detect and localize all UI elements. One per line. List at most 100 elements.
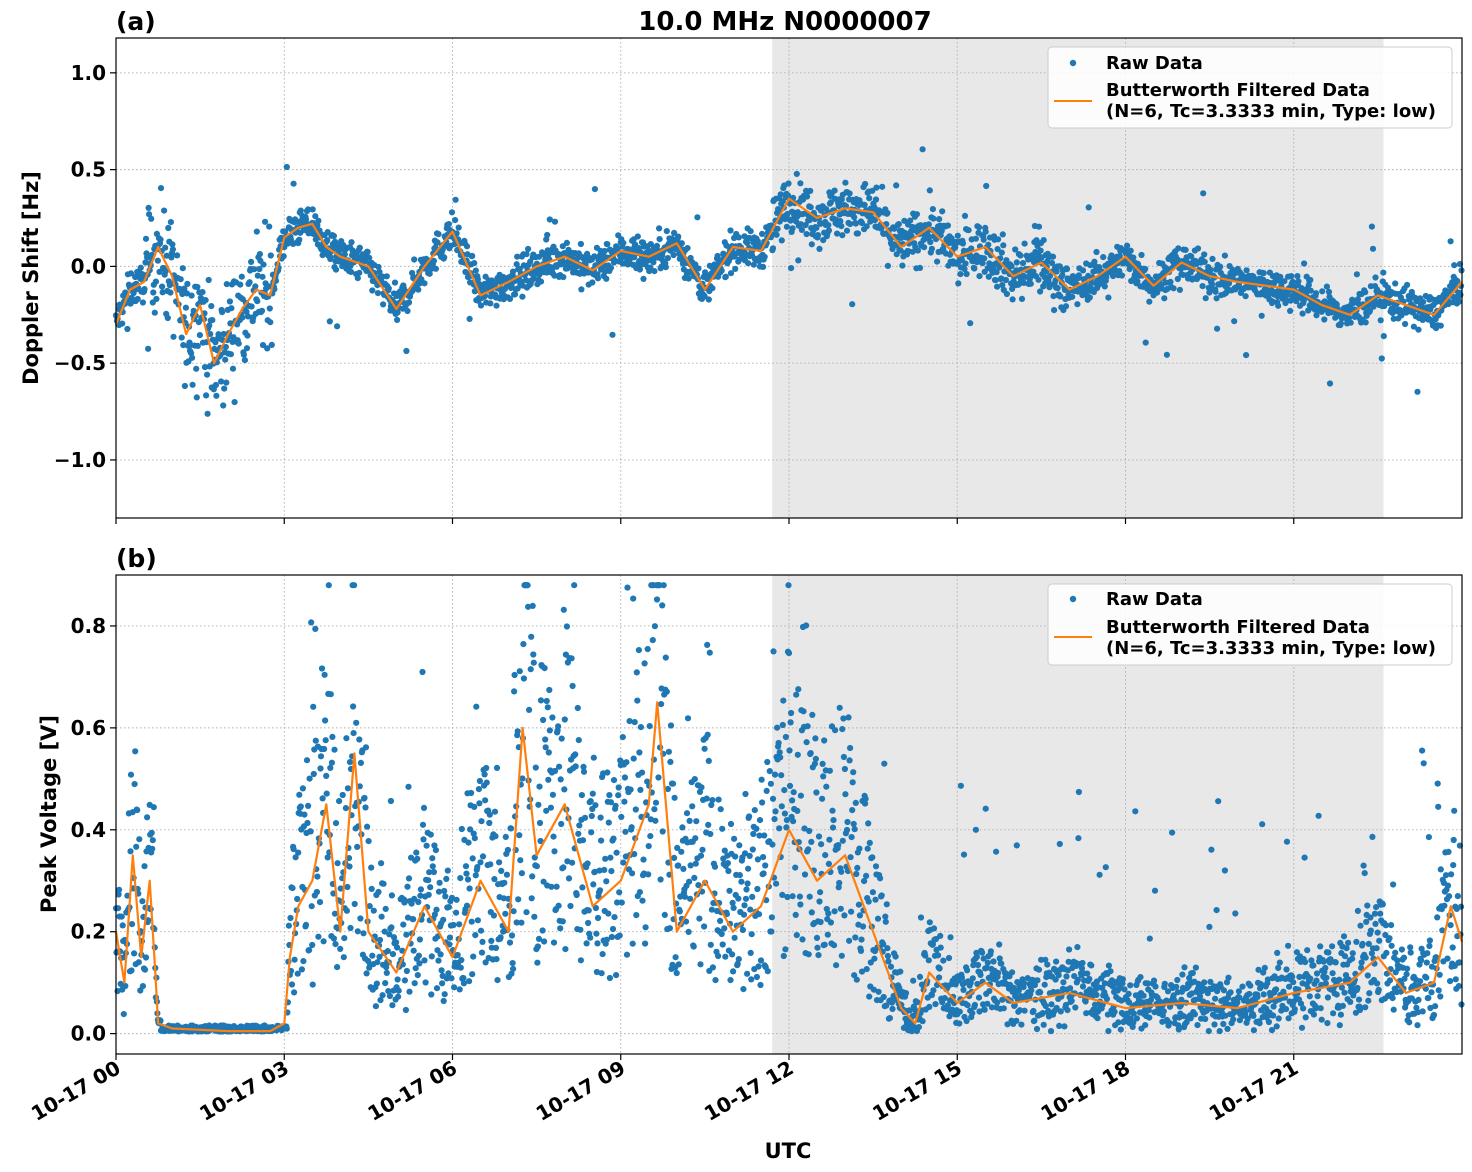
raw-data-point: [482, 959, 489, 966]
raw-data-point: [268, 341, 275, 348]
raw-data-point: [439, 980, 446, 987]
raw-data-point: [744, 970, 751, 977]
raw-data-point: [458, 957, 465, 964]
raw-data-point: [724, 860, 732, 867]
raw-data-point: [865, 820, 872, 827]
raw-data-point: [557, 776, 564, 783]
raw-data-point: [119, 922, 126, 929]
raw-data-point: [589, 279, 596, 286]
raw-data-point: [369, 287, 376, 294]
raw-data-point: [735, 234, 742, 241]
raw-data-point: [730, 904, 737, 912]
raw-data-point: [1260, 270, 1267, 277]
raw-data-point: [481, 771, 488, 778]
raw-data-point: [742, 790, 749, 798]
raw-data-point: [611, 257, 618, 264]
raw-data-point: [697, 852, 705, 859]
raw-data-point: [974, 980, 981, 988]
raw-data-point: [930, 987, 937, 994]
raw-data-point: [536, 271, 543, 278]
raw-data-point: [433, 985, 441, 992]
raw-data-point: [492, 833, 499, 840]
raw-data-point: [1144, 980, 1151, 987]
raw-data-point: [1201, 251, 1208, 258]
raw-data-point: [213, 392, 220, 399]
raw-data-point: [514, 253, 521, 260]
raw-data-point: [423, 842, 430, 849]
raw-data-point: [803, 622, 810, 629]
raw-data-point: [971, 1001, 979, 1009]
raw-data-point: [139, 898, 146, 905]
raw-data-point: [347, 924, 354, 932]
raw-data-point: [415, 286, 422, 293]
raw-data-point: [137, 264, 144, 271]
raw-data-point: [124, 325, 131, 333]
raw-data-point: [551, 218, 559, 225]
raw-data-point: [756, 832, 763, 839]
raw-data-point: [869, 187, 876, 194]
raw-data-point: [1093, 248, 1100, 256]
raw-data-point: [1369, 245, 1377, 252]
raw-data-point: [775, 739, 782, 747]
raw-data-point: [511, 291, 519, 298]
raw-data-point: [780, 697, 787, 704]
raw-data-point: [1056, 1022, 1063, 1029]
raw-data-point: [681, 893, 689, 900]
raw-data-point: [655, 774, 662, 781]
raw-data-point: [1061, 286, 1068, 293]
y-tick-label: 0.2: [71, 920, 106, 944]
raw-data-point: [555, 723, 562, 730]
raw-data-point: [766, 768, 773, 775]
raw-data-point: [1087, 262, 1094, 269]
raw-data-point: [1053, 1004, 1060, 1012]
raw-data-point: [1213, 907, 1220, 914]
raw-data-point: [1380, 269, 1387, 276]
raw-data-point: [546, 216, 553, 223]
raw-data-point: [707, 830, 714, 838]
raw-data-point: [853, 870, 860, 878]
raw-data-point: [984, 1000, 991, 1007]
raw-data-point: [602, 855, 609, 862]
raw-data-point: [474, 917, 481, 924]
raw-data-point: [251, 266, 258, 273]
raw-data-point: [1307, 975, 1314, 982]
raw-data-point: [404, 307, 411, 315]
raw-data-point: [350, 730, 357, 737]
raw-data-point: [954, 232, 961, 239]
raw-data-point: [613, 849, 620, 856]
raw-data-point: [328, 759, 335, 766]
raw-data-point: [1064, 1007, 1071, 1014]
y-tick-label: 1.0: [71, 61, 106, 85]
raw-data-point: [164, 314, 171, 322]
raw-data-point: [378, 860, 385, 867]
raw-data-point: [550, 833, 557, 840]
raw-data-point: [306, 775, 313, 782]
raw-data-point: [425, 891, 432, 898]
raw-data-point: [608, 868, 615, 875]
raw-data-point: [846, 937, 853, 944]
raw-data-point: [380, 880, 387, 887]
raw-data-point: [150, 289, 157, 296]
raw-data-point: [212, 381, 219, 389]
raw-data-point: [835, 842, 842, 849]
raw-data-point: [238, 273, 245, 280]
raw-data-point: [1015, 987, 1023, 994]
raw-data-point: [1216, 1028, 1223, 1035]
raw-data-point: [705, 296, 712, 303]
raw-data-point: [1028, 987, 1035, 994]
raw-data-point: [623, 759, 630, 766]
raw-data-point: [440, 997, 447, 1005]
raw-data-point: [820, 237, 827, 244]
raw-data-point: [764, 758, 771, 766]
raw-data-point: [526, 706, 533, 714]
raw-data-point: [190, 307, 197, 314]
raw-data-point: [616, 889, 623, 896]
raw-data-point: [854, 864, 861, 872]
raw-data-point: [879, 183, 886, 190]
raw-data-point: [1281, 278, 1288, 285]
raw-data-point: [1239, 983, 1246, 990]
raw-data-point: [258, 307, 266, 314]
raw-data-point: [1035, 966, 1043, 973]
raw-data-point: [1147, 996, 1154, 1004]
raw-data-point: [831, 187, 838, 194]
